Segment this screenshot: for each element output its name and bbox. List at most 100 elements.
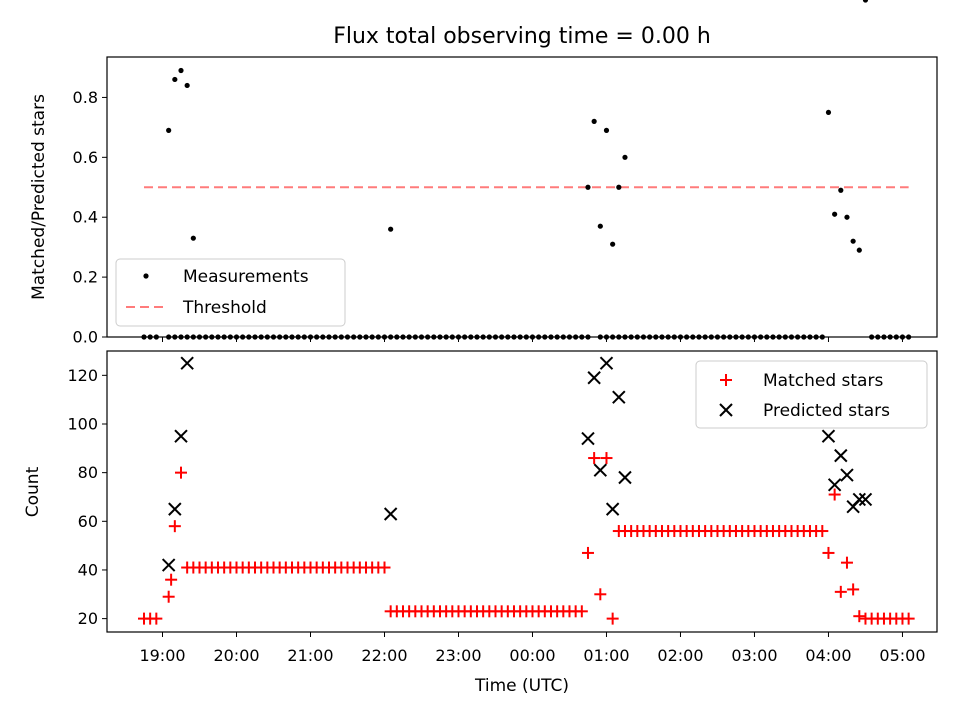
matched-stars-point [378, 561, 391, 574]
predicted-stars-point [827, 478, 842, 492]
predicted-stars-point-b [168, 502, 182, 516]
matched-stars-point [168, 520, 181, 533]
count-y-axis-label: Count [23, 466, 43, 517]
measurements-point [838, 187, 844, 193]
predicted-stars-point-b [618, 470, 632, 485]
x-tick-label: 20:00 [213, 646, 259, 665]
predicted-stars-point [612, 390, 626, 404]
x-tick-label: 00:00 [509, 646, 555, 665]
predicted-stars-point-b [840, 468, 854, 482]
counts-legend: Matched stars Predicted stars [695, 360, 928, 429]
measurements-point [844, 214, 850, 220]
ratio-ytick-label: 0.6 [73, 148, 98, 167]
measurements-point [591, 118, 597, 124]
predicted-stars-point [383, 507, 398, 521]
legend-threshold-label: Threshold [182, 298, 267, 318]
measurements-point [172, 76, 178, 83]
counts-ytick-label: 60 [78, 512, 98, 531]
measurements-point [825, 109, 832, 116]
measurements-point [190, 235, 196, 241]
predicted-stars-point-b [593, 463, 608, 477]
legend-predicted-marker [719, 403, 733, 417]
legend-matched-label: Matched stars [763, 371, 883, 391]
counts-ytick-label: 100 [67, 414, 98, 433]
counts-legend-box [695, 360, 928, 429]
measurements-point [622, 154, 628, 160]
predicted-stars-point-b [599, 356, 614, 370]
predicted-stars-point [852, 492, 867, 507]
predicted-stars-point [161, 558, 176, 572]
predicted-stars-point [834, 448, 848, 463]
matched-stars-point [816, 525, 829, 538]
ratio-ytick-label: 0.8 [73, 88, 98, 107]
x-tick-label: 19:00 [139, 646, 185, 665]
measurements-point [862, 0, 869, 3]
predicted-stars-point [821, 429, 836, 443]
matched-stars-point [606, 612, 619, 625]
measurements-point [585, 184, 591, 190]
predicted-stars-point-b [834, 448, 848, 463]
x-tick-label: 21:00 [287, 646, 333, 665]
measurements-point [603, 127, 610, 133]
predicted-stars-point [168, 502, 182, 516]
measurements-point [166, 127, 172, 133]
predicted-stars-point-b [827, 478, 842, 492]
matched-stars-point [834, 585, 847, 598]
legend-measurements-marker [143, 273, 149, 279]
measurements-point [616, 184, 622, 190]
predicted-stars-point-b [174, 429, 188, 443]
measurements-point [856, 247, 862, 253]
predicted-stars-point-b [581, 431, 595, 446]
counts-panel-frame [106, 350, 938, 633]
matched-stars-point [588, 452, 601, 465]
predicted-stars-point-b [612, 390, 626, 404]
measurements-point [178, 67, 184, 74]
predicted-stars-point-b [383, 507, 398, 521]
predicted-stars-point-b [852, 492, 867, 507]
legend-matched-marker [720, 374, 732, 386]
matched-stars-point [600, 452, 613, 465]
legend-measurements-label: Measurements [183, 267, 309, 287]
counts-ytick-label: 20 [78, 609, 98, 628]
x-tick-label: 04:00 [805, 646, 851, 665]
ratio-y-axis-label: Matched/Predicted stars [29, 94, 49, 300]
matched-stars-point [594, 588, 607, 601]
ratio-legend-box [115, 258, 346, 327]
x-tick-label: 23:00 [435, 646, 481, 665]
x-tick-label: 02:00 [657, 646, 703, 665]
predicted-stars-point-b [587, 371, 601, 385]
matched-stars-point [575, 605, 588, 618]
legend-predicted-label: Predicted stars [763, 401, 890, 421]
predicted-stars-point-b [180, 356, 194, 370]
measurements-point [184, 82, 190, 89]
predicted-stars-point-b [605, 502, 620, 516]
predicted-stars-point [840, 468, 854, 482]
predicted-stars-point [858, 492, 873, 507]
ratio-ytick-label: 0.0 [73, 328, 98, 347]
predicted-stars-point [180, 356, 194, 370]
x-axis-label: Time (UTC) [474, 676, 569, 696]
matched-stars-point [902, 612, 915, 625]
x-tick-label: 01:00 [583, 646, 629, 665]
ratio-legend: Measurements Threshold [115, 258, 346, 327]
counts-ytick-label: 80 [78, 463, 98, 482]
ratio-ytick-label: 0.2 [73, 268, 98, 287]
predicted-stars-point [593, 463, 608, 477]
matched-stars-point [150, 612, 163, 625]
predicted-stars-point [587, 371, 601, 385]
ratio-panel: 0.00.20.40.60.8 Matched/Predicted stars … [29, 0, 938, 347]
predicted-stars-point [174, 429, 188, 443]
measurements-point [610, 241, 616, 247]
measurements-point [832, 211, 838, 217]
x-tick-label: 05:00 [879, 646, 925, 665]
predicted-stars-point-b [161, 558, 176, 572]
matched-stars-point [828, 488, 841, 501]
x-tick-label: 22:00 [361, 646, 407, 665]
measurements-point [850, 238, 856, 244]
predicted-stars-point-b [821, 429, 836, 443]
matched-stars-point [165, 573, 178, 586]
predicted-stars-point [581, 431, 595, 446]
matched-stars-point [840, 556, 853, 569]
ratio-panel-frame [106, 56, 938, 338]
